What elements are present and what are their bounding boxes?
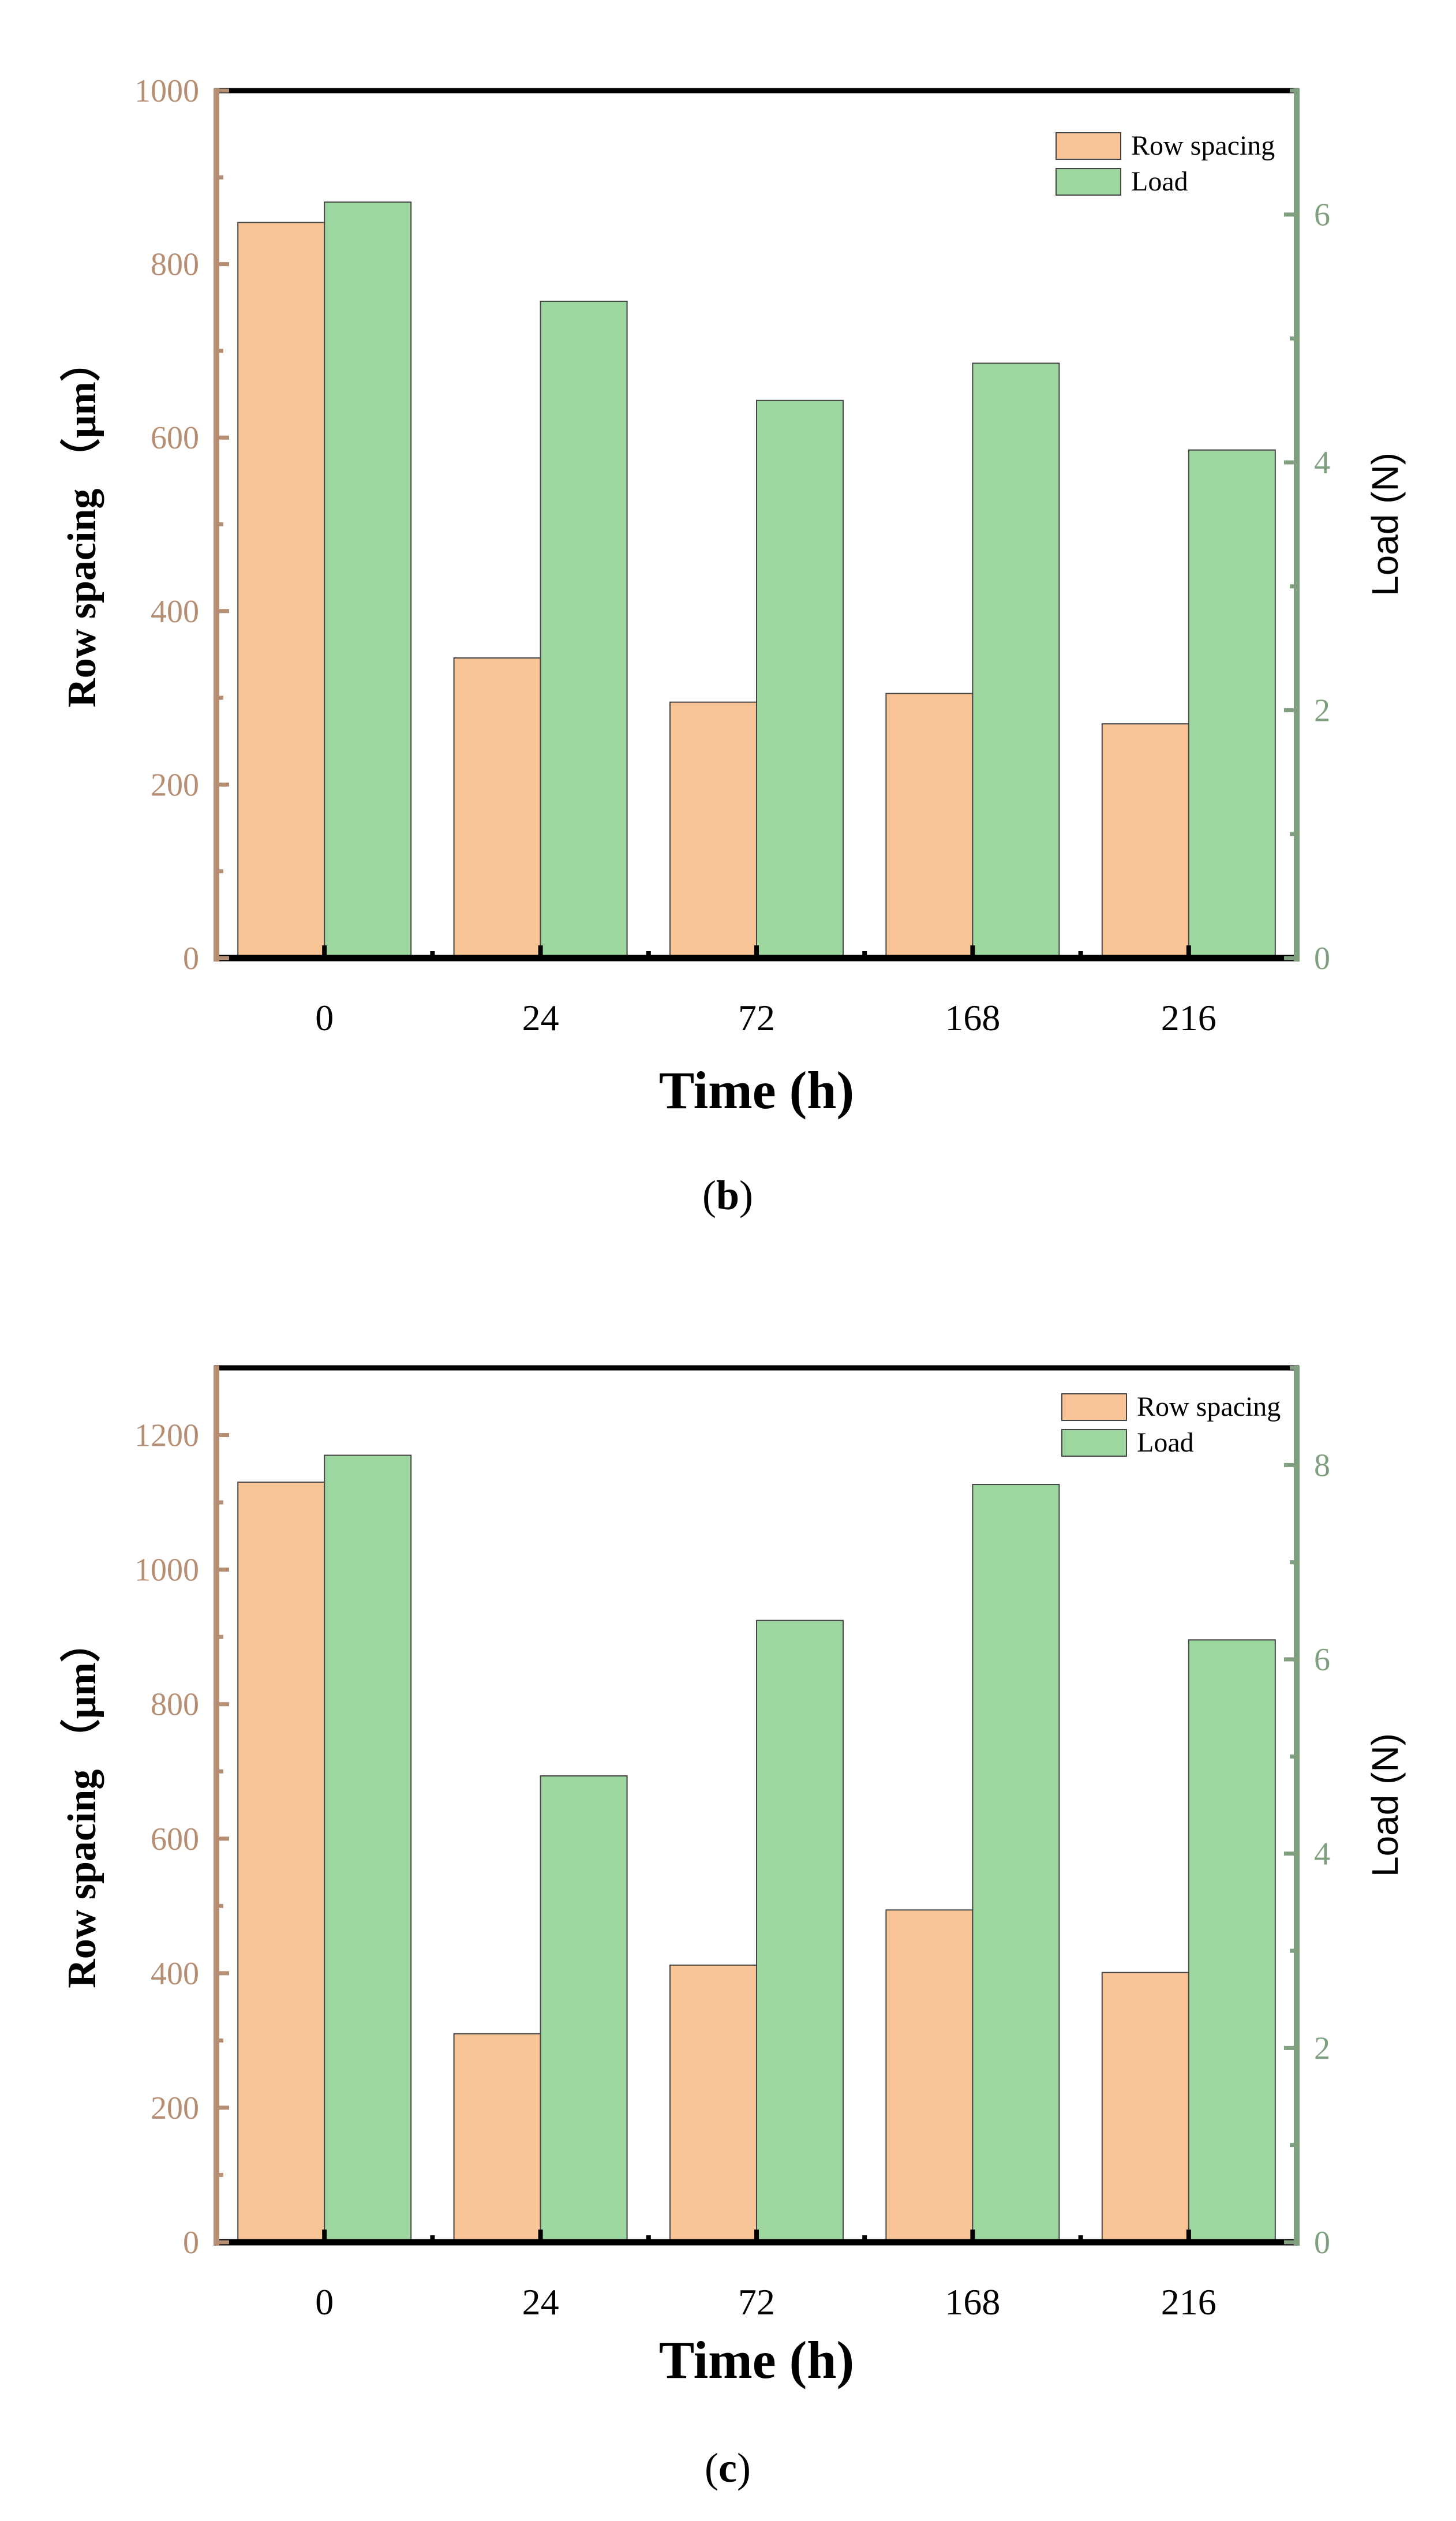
panel-letter: b bbox=[716, 1172, 739, 1218]
right-tick-label: 4 bbox=[1314, 1836, 1330, 1872]
left-tick-label: 1000 bbox=[134, 73, 199, 109]
left-tick-label: 0 bbox=[183, 941, 199, 977]
panel-label: (c) bbox=[705, 2445, 751, 2491]
x-tick-label: 168 bbox=[945, 997, 1000, 1038]
left-tick-label: 400 bbox=[151, 594, 199, 630]
bar-load-24 bbox=[540, 1775, 628, 2243]
bar-row-spacing-72 bbox=[669, 1964, 757, 2243]
left-tick-label: 200 bbox=[151, 767, 199, 803]
right-tick-label: 6 bbox=[1314, 197, 1330, 233]
left-tick-label: 200 bbox=[151, 2090, 199, 2126]
x-tick-label: 24 bbox=[522, 2281, 559, 2322]
x-axis-title: Time (h) bbox=[659, 2331, 854, 2389]
left-tick-label: 0 bbox=[183, 2225, 199, 2261]
legend-swatch-load bbox=[1055, 168, 1121, 196]
x-tick-label: 72 bbox=[738, 2281, 775, 2322]
x-tick-label: 216 bbox=[1161, 2281, 1217, 2322]
bar-load-72 bbox=[756, 1619, 844, 2243]
legend: Row spacing Load bbox=[1061, 1392, 1281, 1458]
y-axis-title-left: Row spacing （μm） bbox=[59, 341, 104, 708]
bar-load-24 bbox=[540, 301, 628, 959]
right-tick-label: 0 bbox=[1314, 941, 1330, 977]
y-axis-title-right: Load (N) bbox=[1364, 1733, 1406, 1877]
legend-swatch-load bbox=[1061, 1429, 1127, 1457]
y-axis-title-left: Row spacing （μm） bbox=[59, 1622, 104, 1988]
bar-load-0 bbox=[324, 201, 412, 959]
right-tick-label: 6 bbox=[1314, 1642, 1330, 1678]
bar-load-168 bbox=[972, 362, 1060, 959]
bar-row-spacing-216 bbox=[1101, 1972, 1189, 2243]
bar-load-72 bbox=[756, 399, 844, 959]
legend-swatch-row-spacing bbox=[1061, 1393, 1127, 1421]
bar-row-spacing-0 bbox=[237, 1482, 325, 2243]
left-tick-label: 600 bbox=[151, 1821, 199, 1857]
bar-load-0 bbox=[324, 1454, 412, 2243]
bar-load-216 bbox=[1188, 1639, 1276, 2243]
legend: Row spacing Load bbox=[1055, 130, 1275, 197]
right-tick-label: 4 bbox=[1314, 445, 1330, 481]
bar-row-spacing-168 bbox=[885, 1909, 974, 2243]
panel-label: (b) bbox=[702, 1172, 753, 1218]
legend-label: Load bbox=[1137, 1427, 1194, 1458]
left-tick-label: 400 bbox=[151, 1956, 199, 1992]
legend-label: Row spacing bbox=[1131, 130, 1275, 161]
left-tick-label: 800 bbox=[151, 247, 199, 283]
x-axis-title: Time (h) bbox=[659, 1061, 854, 1120]
legend-label: Load bbox=[1131, 166, 1188, 197]
left-tick-label: 600 bbox=[151, 420, 199, 456]
right-tick-label: 2 bbox=[1314, 693, 1330, 729]
left-tick-label: 800 bbox=[151, 1687, 199, 1723]
x-tick-label: 72 bbox=[738, 997, 775, 1038]
x-tick-label: 0 bbox=[315, 2281, 334, 2322]
legend-label: Row spacing bbox=[1137, 1392, 1281, 1422]
bar-load-168 bbox=[972, 1484, 1060, 2243]
right-tick-label: 8 bbox=[1314, 1447, 1330, 1483]
x-tick-label: 216 bbox=[1161, 997, 1217, 1038]
chart-panel-c: 0 24 72 168 21602004006008001000120002468Row… bbox=[59, 1365, 1406, 2491]
x-tick-label: 0 bbox=[315, 997, 334, 1038]
x-tick-label: 168 bbox=[945, 2281, 1000, 2322]
bar-row-spacing-0 bbox=[237, 222, 325, 959]
bar-row-spacing-216 bbox=[1101, 723, 1189, 959]
bar-row-spacing-168 bbox=[885, 693, 974, 959]
bar-row-spacing-24 bbox=[453, 2033, 541, 2243]
panel-letter: c bbox=[718, 2445, 737, 2491]
bar-row-spacing-24 bbox=[453, 657, 541, 959]
bar-row-spacing-72 bbox=[669, 701, 757, 959]
right-tick-label: 2 bbox=[1314, 2030, 1330, 2066]
legend-swatch-row-spacing bbox=[1055, 132, 1121, 160]
left-tick-label: 1200 bbox=[134, 1418, 199, 1454]
y-axis-title-right: Load (N) bbox=[1364, 452, 1406, 596]
left-tick-label: 1000 bbox=[134, 1553, 199, 1588]
bar-load-216 bbox=[1188, 449, 1276, 959]
right-tick-label: 0 bbox=[1314, 2225, 1330, 2261]
x-tick-label: 24 bbox=[522, 997, 559, 1038]
